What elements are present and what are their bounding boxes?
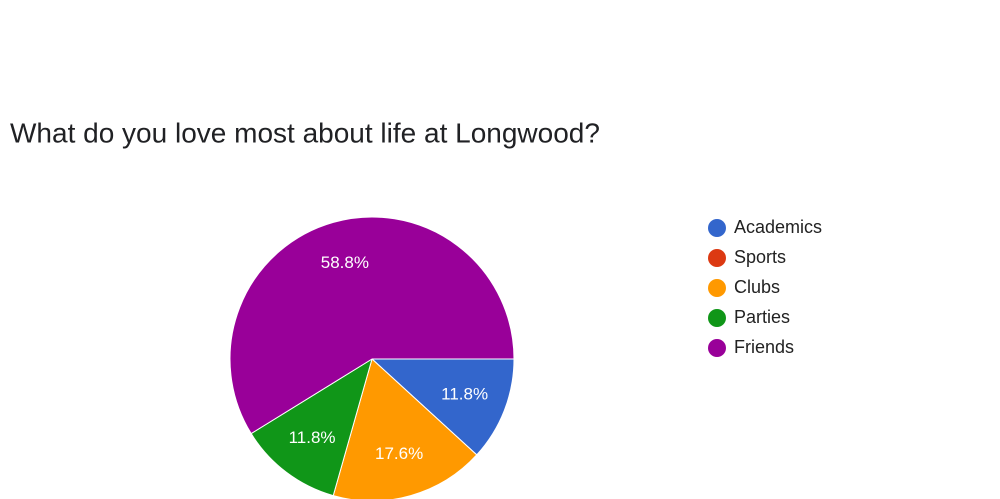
legend-label: Parties — [734, 307, 790, 327]
legend-swatch — [708, 249, 726, 267]
slice-label: 11.8% — [441, 384, 488, 403]
legend-label: Sports — [734, 247, 786, 267]
legend-swatch — [708, 309, 726, 327]
slice-label: 58.8% — [321, 253, 369, 272]
legend-label: Clubs — [734, 277, 780, 297]
slice-label: 11.8% — [289, 428, 336, 447]
legend-swatch — [708, 219, 726, 237]
slice-label: 17.6% — [375, 444, 423, 463]
legend-label: Friends — [734, 337, 794, 357]
legend-swatch — [708, 279, 726, 297]
legend-label: Academics — [734, 217, 822, 237]
pie-slice — [229, 216, 515, 435]
pie-slice — [370, 358, 515, 456]
pie-slice — [250, 357, 373, 497]
legend-swatch — [708, 339, 726, 357]
chart-title: What do you love most about life at Long… — [10, 117, 600, 148]
